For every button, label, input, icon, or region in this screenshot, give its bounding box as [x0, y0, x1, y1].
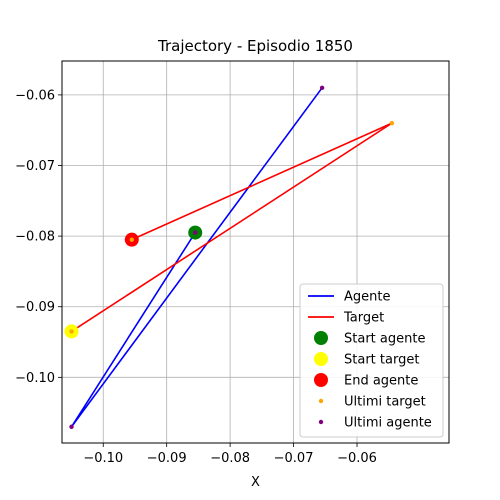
legend: Agente Target Start agente Start target End … [299, 283, 444, 438]
legend-label-start-agente: Start agente [344, 332, 425, 347]
legend-label-ultimi-target: Ultimi target [344, 395, 426, 410]
axes-frame [61, 60, 450, 444]
series-line-agente [70, 87, 323, 428]
marker-ultimi-agente [69, 424, 74, 429]
legend-label-ultimi-agente: Ultimi agente [344, 416, 432, 431]
legend-swatch-start-target [314, 352, 328, 366]
y-tick-label: −0.06 [15, 88, 55, 103]
legend-swatch-ultimi-agente [318, 419, 324, 425]
x-tick-label: −0.10 [83, 451, 123, 466]
legend-box [299, 283, 444, 438]
legend-label-target: Target [343, 311, 384, 326]
x-tick-label: −0.06 [337, 451, 377, 466]
x-axis-label: X [251, 475, 260, 490]
legend-label-agente: Agente [344, 290, 390, 305]
x-tick-label: −0.08 [210, 451, 250, 466]
x-tick-label: −0.09 [147, 451, 187, 466]
legend-swatch-start-agente [314, 331, 328, 345]
legend-swatch-end-agente [314, 373, 328, 387]
marker-ultimi-target [129, 237, 134, 242]
marker-ultimi-target [389, 120, 395, 126]
marker-ultimi-target [69, 329, 74, 334]
marker-ultimi-agente [193, 230, 198, 235]
y-tick-label: −0.07 [15, 159, 55, 174]
chart-title: Trajectory - Episodio 1850 [157, 37, 353, 55]
grid [62, 61, 449, 443]
legend-label-end-agente: End agente [344, 374, 418, 389]
legend-label-start-target: Start target [344, 353, 419, 368]
x-tick-label: −0.07 [274, 451, 314, 466]
y-tick-label: −0.08 [15, 230, 55, 245]
y-tick-label: −0.09 [15, 300, 55, 315]
plot-area [64, 85, 395, 429]
ticks: −0.10 −0.09 −0.08 −0.07 −0.06 −0.10 −0.09 −0.08… [15, 88, 377, 466]
marker-ultimi-agente [319, 85, 325, 91]
legend-swatch-ultimi-target [318, 398, 324, 404]
y-tick-label: −0.10 [15, 371, 55, 386]
